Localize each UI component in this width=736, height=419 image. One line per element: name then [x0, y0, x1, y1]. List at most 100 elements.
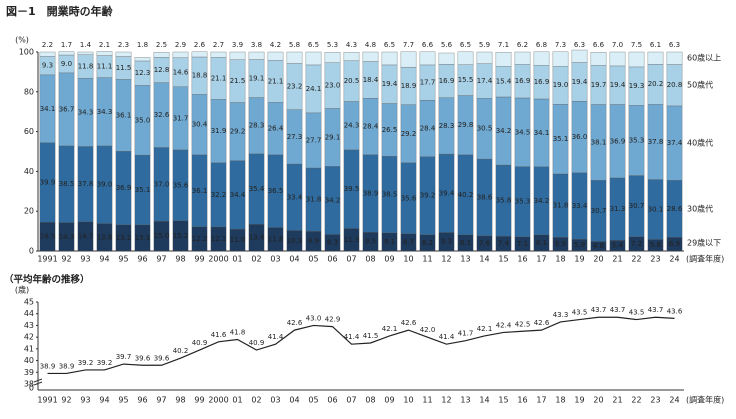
value-label: 12.2: [192, 235, 208, 243]
legend-label: 29歳以下: [687, 238, 721, 248]
value-label: 6.5: [384, 41, 395, 49]
value-label: 36.0: [572, 133, 588, 141]
x-tick-label: 2000: [208, 396, 228, 405]
y-tick-label: 42: [24, 333, 34, 342]
value-label: 35.3: [629, 136, 645, 144]
bar-segment: [229, 51, 246, 60]
bar-segment: [58, 51, 75, 56]
bar-segment: [419, 51, 436, 66]
value-label: 10.3: [287, 237, 303, 245]
value-label: 35.8: [496, 197, 512, 205]
x-tick-label: 16: [517, 396, 527, 405]
value-label: 40.9: [249, 339, 265, 347]
bar-segment: [305, 51, 322, 66]
x-tick-label: 15: [498, 396, 508, 405]
value-label: 35.6: [173, 181, 189, 189]
value-label: 29.2: [230, 128, 246, 136]
x-tick-label: 09: [384, 255, 394, 264]
value-label: 42.6: [401, 319, 417, 327]
bar-segment: [191, 51, 208, 58]
value-label: 7.3: [555, 41, 566, 49]
bar-segment: [381, 51, 398, 66]
x-tick-label: 09: [384, 396, 394, 405]
value-label: 30.7: [591, 207, 607, 215]
value-label: 8.3: [327, 239, 338, 247]
value-label: 39.2: [97, 359, 113, 367]
bar-segment: [172, 51, 189, 58]
value-label: 6.6: [593, 41, 605, 49]
value-label: 36.1: [116, 111, 132, 119]
value-label: 9.3: [441, 238, 452, 246]
x-tick-label: 19: [574, 396, 584, 405]
x-tick-label: 93: [80, 255, 90, 264]
legend-label: 40歳代: [687, 138, 713, 148]
value-label: 40.9: [192, 339, 208, 347]
value-label: 11.8: [78, 63, 94, 71]
x-tick-label: 96: [137, 255, 147, 264]
value-label: 19.1: [249, 75, 265, 83]
value-label: 36.7: [59, 105, 75, 113]
value-label: 8.7: [403, 238, 414, 246]
value-label: 19.4: [572, 78, 588, 86]
legend-label: 50歳代: [687, 80, 713, 90]
x-suffix: (調査年度): [686, 395, 724, 405]
value-label: 43.5: [572, 309, 588, 317]
value-label: 9.5: [365, 238, 376, 246]
value-label: 37.8: [648, 138, 664, 146]
value-label: 29.2: [401, 130, 417, 138]
bar-segment: [647, 51, 664, 65]
value-label: 18.9: [401, 82, 417, 90]
value-label: 43.7: [648, 306, 664, 314]
x-tick-label: 10: [403, 396, 413, 405]
y-tick-label: 20: [24, 207, 34, 216]
value-label: 7.7: [403, 41, 414, 49]
x-tick-label: 04: [289, 396, 299, 405]
value-label: 32.2: [211, 191, 227, 199]
value-label: 42.6: [287, 319, 303, 327]
value-label: 34.1: [534, 129, 550, 137]
value-label: 5.6: [441, 41, 453, 49]
value-label: 35.1: [553, 135, 569, 143]
x-tick-label: 01: [232, 255, 242, 264]
value-label: 26.4: [268, 125, 284, 133]
value-label: 6.2: [517, 41, 528, 49]
value-label: 36.1: [192, 187, 208, 195]
y-tick-label: 100: [19, 48, 34, 57]
bar-segment: [153, 52, 170, 58]
value-label: 41.6: [211, 331, 227, 339]
x-tick-label: 16: [517, 255, 527, 264]
value-label: 41.7: [458, 330, 474, 338]
bar-segment: [476, 51, 493, 64]
value-label: 35.0: [135, 116, 151, 124]
x-tick-label: 05: [308, 396, 318, 405]
value-label: 41.5: [363, 332, 379, 340]
bar-segment: [438, 52, 455, 65]
x-tick-label: 02: [251, 255, 261, 264]
x-tick-label: 23: [650, 396, 660, 405]
value-label: 2.1: [99, 41, 110, 49]
value-label: 6.3: [574, 41, 585, 49]
value-label: 42.1: [382, 325, 398, 333]
value-label: 32.6: [154, 111, 170, 119]
value-label: 31.8: [553, 202, 569, 210]
value-label: 11.8: [268, 235, 284, 243]
value-label: 43.7: [610, 306, 626, 314]
x-tick-label: 18: [555, 396, 565, 405]
value-label: 39.7: [116, 353, 132, 361]
value-label: 7.0: [612, 41, 623, 49]
value-label: 17.7: [420, 79, 436, 87]
x-tick-label: 02: [251, 396, 261, 405]
bar-segment: [77, 51, 94, 55]
value-label: 8.2: [422, 239, 433, 247]
value-label: 12.1: [211, 235, 227, 243]
value-label: 35.6: [401, 194, 417, 202]
value-label: 15.5: [458, 76, 474, 84]
legend-label: 60歳以上: [687, 53, 721, 63]
value-label: 13.1: [135, 234, 151, 242]
value-label: 26.5: [382, 126, 398, 134]
x-tick-label: 05: [308, 255, 318, 264]
value-label: 9.3: [42, 62, 53, 70]
value-label: 28.3: [439, 122, 455, 130]
value-label: 6.9: [669, 240, 680, 248]
